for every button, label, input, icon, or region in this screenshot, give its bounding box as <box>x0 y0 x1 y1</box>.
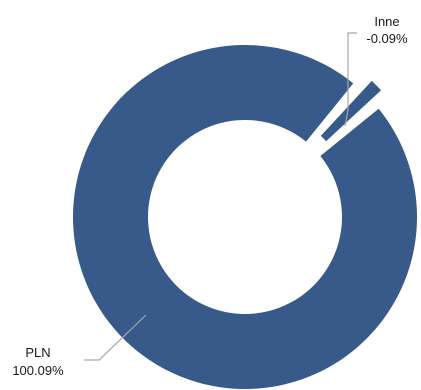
label-inne-name: Inne <box>374 14 399 29</box>
label-pln-value: 100.09% <box>12 363 64 378</box>
slice-inne[interactable] <box>320 80 382 142</box>
leader-line-inne <box>344 32 357 127</box>
leader-line-pln <box>84 314 147 361</box>
label-pln-name: PLN <box>25 345 50 360</box>
slice-pln[interactable] <box>72 45 417 390</box>
label-inne-value: -0.09% <box>366 31 408 46</box>
